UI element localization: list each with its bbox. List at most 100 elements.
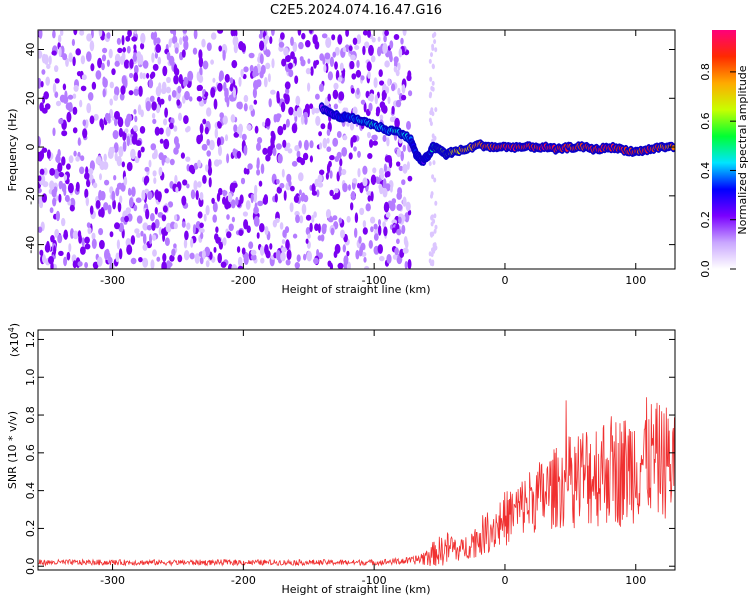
noise-pixel [81,237,85,247]
snr-plot: -300 -200 -100 0 100 0.0 0.2 0.4 0.6 0.8 1.0 1.2 H… [6,323,676,596]
noise-pixel [433,228,437,234]
noise-pixel [201,38,206,48]
noise-pixel [233,124,238,133]
noise-pixel [102,47,108,54]
noise-pixel [87,227,92,235]
noise-pixel [177,85,182,94]
noise-pixel [142,233,147,245]
snr-line [38,397,675,567]
noise-pixel [119,55,125,65]
noise-pixel [429,121,433,127]
noise-pixel [401,84,406,94]
noise-pixel [332,51,337,58]
noise-pixel [85,196,90,207]
noise-pixel [292,233,298,239]
noise-pixel [297,30,302,36]
noise-pixel [41,69,46,75]
noise-pixel [67,94,74,100]
noise-pixel [57,162,63,173]
noise-pixel [317,174,323,183]
noise-pixel [142,243,148,251]
noise-pixel [333,103,339,110]
noise-pixel [318,83,324,93]
noise-pixel [257,79,262,87]
noise-pixel [84,243,91,250]
noise-pixel [303,139,309,151]
noise-pixel [288,180,292,187]
noise-pixel [332,194,339,200]
snr-multiplier: (x104) [7,323,21,357]
noise-pixel [332,215,338,221]
noise-pixel [49,180,55,190]
noise-pixel [309,155,313,163]
noise-pixel [339,158,343,167]
noise-pixel [275,113,282,119]
noise-pixel [133,204,138,212]
noise-pixel [142,222,149,231]
noise-pixel [219,112,224,119]
noise-pixel [183,250,190,261]
noise-pixel [243,145,248,156]
noise-pixel [161,155,165,166]
noise-pixel [354,45,360,50]
noise-pixel [155,37,161,45]
noise-pixel [238,229,244,236]
noise-pixel [109,98,113,106]
noise-pixel [241,247,246,255]
noise-pixel [150,32,155,40]
noise-pixel [174,68,180,76]
noise-pixel [246,124,252,131]
noise-pixel [194,253,200,264]
noise-pixel [367,153,373,159]
noise-pixel [324,52,331,60]
noise-pixel [149,95,155,103]
noise-pixel [290,36,294,46]
noise-pixel [49,207,54,214]
noise-pixel [356,87,360,95]
noise-pixel [107,252,111,263]
noise-pixel [293,195,299,203]
noise-pixel [301,203,307,215]
noise-pixel [407,175,413,182]
noise-pixel [285,118,290,128]
noise-pixel [301,32,306,40]
noise-pixel [371,37,376,43]
noise-pixel [337,76,343,83]
noise-pixel [350,190,356,201]
noise-pixel [342,244,346,253]
noise-pixel [129,58,134,69]
noise-pixel [162,232,166,242]
noise-pixel [407,70,412,79]
noise-pixel [348,152,353,160]
x-tick-label: -300 [100,274,125,287]
noise-pixel [131,36,138,42]
noise-pixel [298,41,304,50]
noise-pixel [150,143,157,151]
snr-series [38,397,675,567]
noise-pixel [352,106,358,116]
noise-pixel [276,186,282,194]
noise-pixel [309,103,314,109]
noise-pixel [178,74,183,84]
noise-pixel [157,192,162,203]
noise-pixel [342,182,348,193]
noise-pixel [305,227,311,236]
noise-pixel [109,81,115,89]
noise-pixel [205,164,209,172]
noise-pixel [237,256,243,267]
noise-pixel [193,180,198,191]
noise-pixel [318,131,322,137]
noise-pixel [257,200,264,207]
noise-pixel [328,160,332,168]
noise-pixel [166,261,173,268]
noise-pixel [158,166,163,177]
noise-pixel [356,60,360,68]
noise-pixel [51,188,57,198]
snr-frame [37,329,676,571]
noise-pixel [142,258,149,268]
noise-pixel [352,178,358,184]
noise-pixel [374,94,378,105]
noise-pixel [259,245,265,256]
x-tick-label: 100 [625,274,646,287]
noise-pixel [294,75,299,84]
